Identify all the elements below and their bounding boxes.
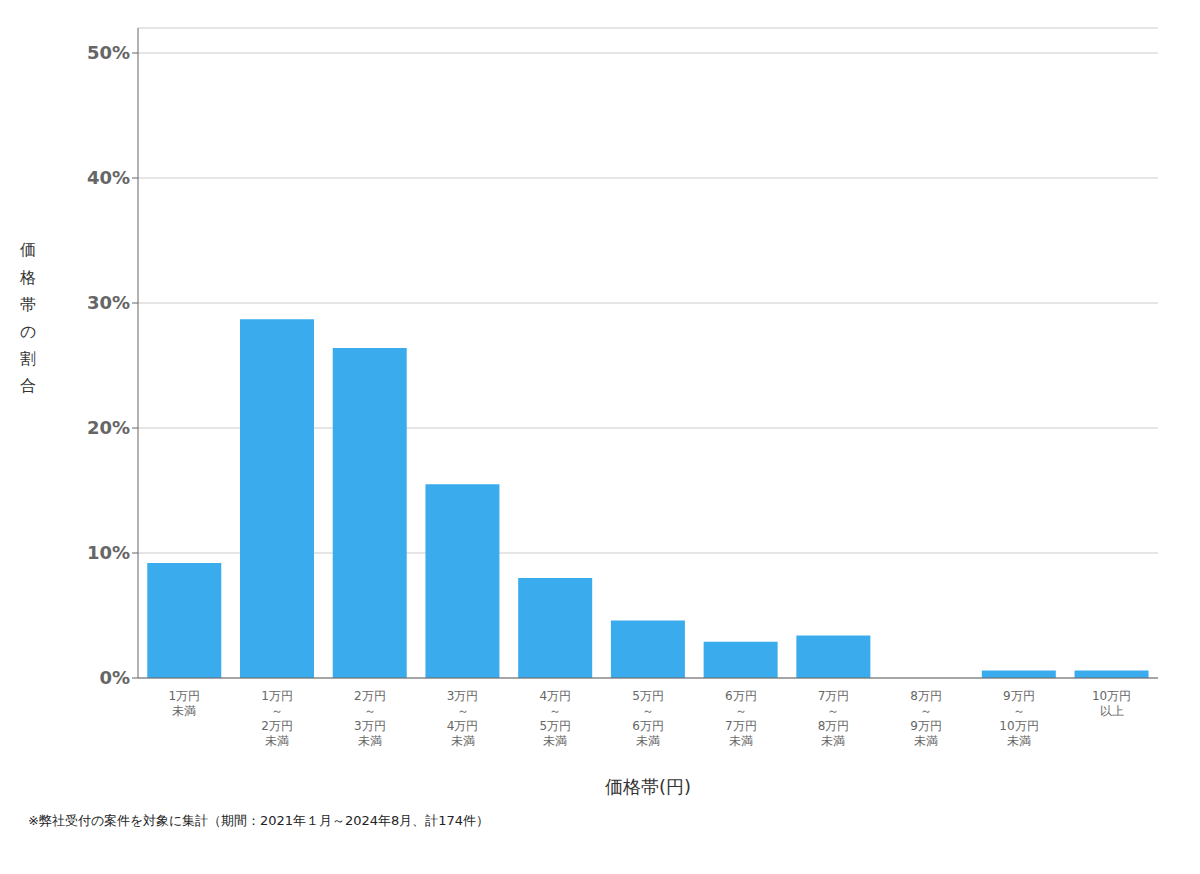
html-text:※弊社受付の案件を対象に集計（期間：2021年１月～2024: ※弊社受付の案件を対象に集計（期間：2021年１月～2024年8月、計174件）: [28, 813, 490, 828]
svg-text:40%: 40%: [87, 167, 130, 188]
svg-text:0%: 0%: [99, 667, 130, 688]
svg-text:2万円～3万円未満: 2万円～3万円未満: [354, 689, 386, 748]
html-text:価: 価: [20, 240, 36, 260]
svg-text:10万円以上: 10万円以上: [1092, 689, 1131, 718]
svg-text:9万円～10万円未満: 9万円～10万円未満: [999, 689, 1038, 748]
svg-text:20%: 20%: [87, 417, 130, 438]
svg-text:8万円～9万円未満: 8万円～9万円未満: [910, 689, 942, 748]
svg-text:7万円～8万円未満: 7万円～8万円未満: [818, 689, 850, 748]
svg-text:50%: 50%: [87, 42, 130, 63]
svg-text:1万円未満: 1万円未満: [169, 689, 201, 718]
html-text:格: 格: [20, 267, 36, 287]
html-text:合: 合: [20, 376, 36, 396]
html-text:帯: 帯: [20, 294, 36, 314]
svg-text:6万円～7万円未満: 6万円～7万円未満: [725, 689, 757, 748]
svg-text:4万円～5万円未満: 4万円～5万円未満: [539, 689, 571, 748]
svg-text:1万円～2万円未満: 1万円～2万円未満: [261, 689, 293, 748]
svg-text:3万円～4万円未満: 3万円～4万円未満: [447, 689, 479, 748]
svg-text:30%: 30%: [87, 292, 130, 313]
svg-text:価格帯(円): 価格帯(円): [605, 776, 691, 797]
html-text:の: の: [20, 322, 36, 341]
svg-text:10%: 10%: [87, 542, 130, 563]
svg-text:5万円～6万円未満: 5万円～6万円未満: [632, 689, 664, 748]
html-text:割: 割: [20, 349, 36, 369]
